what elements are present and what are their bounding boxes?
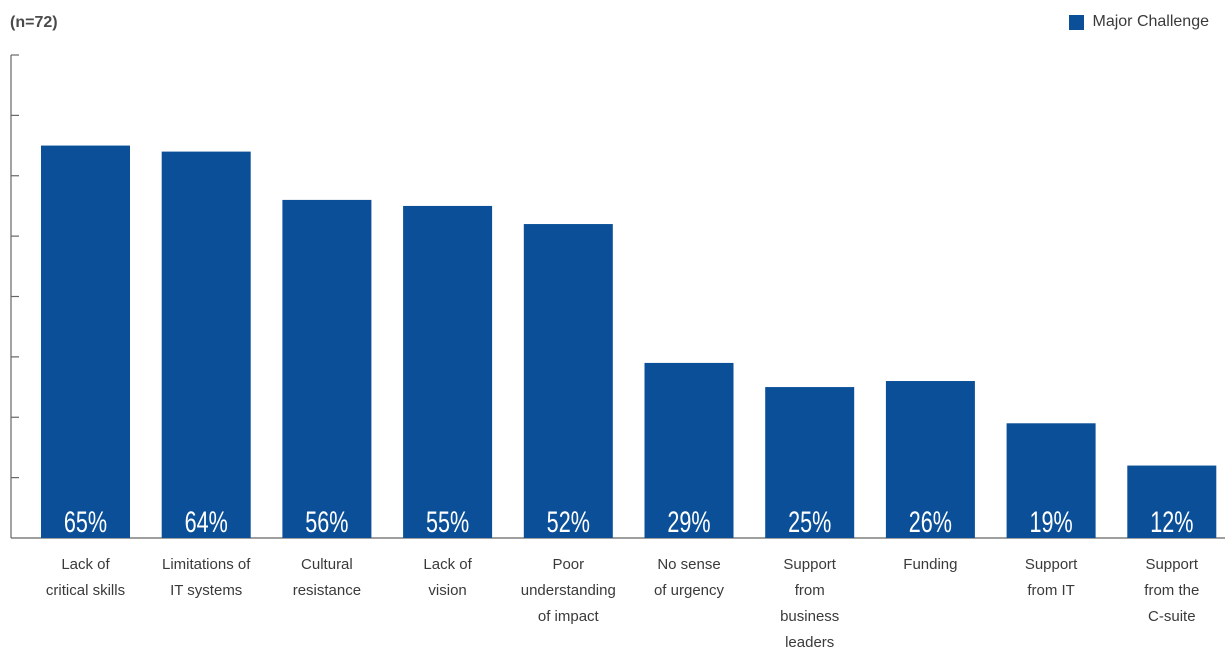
bar-value-label: 55% <box>426 504 469 538</box>
category-label: Support from IT <box>1025 556 1078 599</box>
bar-value-label: 19% <box>1029 504 1072 538</box>
bar-value-label: 56% <box>305 504 348 538</box>
bar <box>765 387 855 538</box>
bar-value-label: 29% <box>667 504 710 538</box>
bar-series <box>41 145 1217 539</box>
category-label: Support from the C-suite <box>1144 556 1199 625</box>
value-labels: 65% 64% 56% 55% 52% 29% 25% 26% 19% 12% <box>64 504 1194 538</box>
category-label: Support from business leaders <box>780 556 839 651</box>
category-label: Poor understanding of impact <box>521 556 616 625</box>
bar-value-label: 12% <box>1150 504 1193 538</box>
bar <box>1127 465 1217 538</box>
bar <box>282 199 372 538</box>
category-label: Lack of vision <box>423 556 472 599</box>
bar-value-label: 52% <box>547 504 590 538</box>
bar <box>161 151 251 538</box>
bar-value-label: 65% <box>64 504 107 538</box>
bar <box>644 362 734 538</box>
legend-swatch <box>1069 14 1085 30</box>
bar <box>885 381 975 538</box>
bar <box>1006 423 1096 538</box>
bar <box>41 145 130 538</box>
sample-size-label: (n=72) <box>10 14 58 31</box>
category-label: Limitations of IT systems <box>162 556 251 599</box>
bar-value-label: 26% <box>909 504 952 538</box>
legend-label: Major Challenge <box>1092 13 1209 30</box>
category-labels: Lack of critical skills Limitations of IT s… <box>46 556 1199 651</box>
bar <box>403 205 493 538</box>
bar <box>523 224 613 539</box>
category-label: Cultural resistance <box>293 556 361 599</box>
category-label: No sense of urgency <box>654 556 725 599</box>
chart-legend: Major Challenge <box>1069 13 1209 31</box>
bar-value-label: 25% <box>788 504 831 538</box>
category-label: Lack of critical skills <box>46 556 125 599</box>
category-label: Funding <box>903 556 957 573</box>
bar-value-label: 64% <box>185 504 228 538</box>
